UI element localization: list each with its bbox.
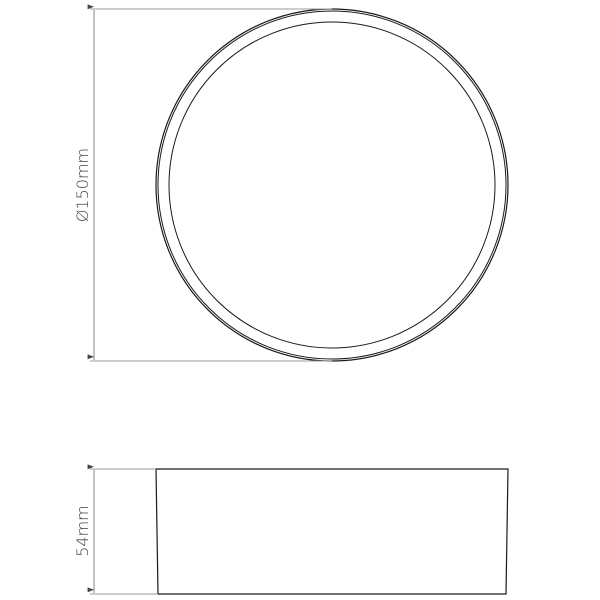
top-view: Ø150mm [73,4,509,362]
diameter-label: Ø150mm [73,148,92,222]
outer-rim-inner-edge [157,10,507,360]
inner-diffuser [168,21,496,349]
side-view: 54mm [73,464,509,595]
body-profile [155,468,509,595]
height-label: 54mm [73,505,92,557]
